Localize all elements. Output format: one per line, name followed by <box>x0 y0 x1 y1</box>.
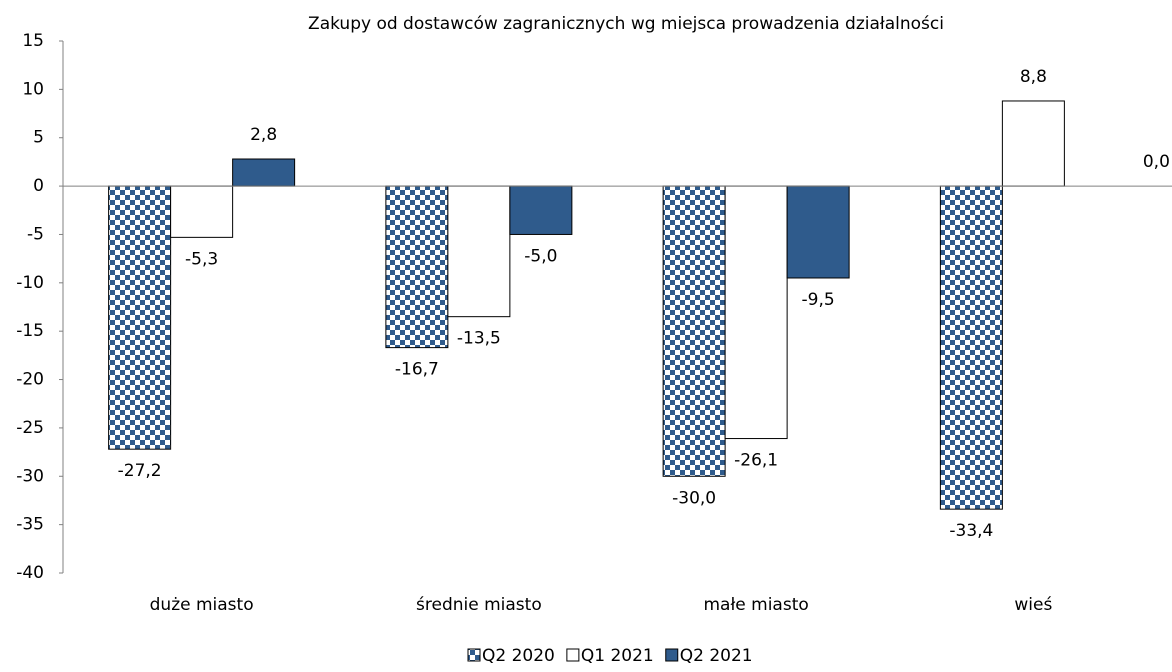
x-tick-label: wieś <box>1014 595 1052 615</box>
legend-label: Q1 2021 <box>581 646 654 666</box>
bar <box>447 185 511 318</box>
x-tick-label: duże miasto <box>150 595 254 615</box>
value-label: -13,5 <box>457 329 501 349</box>
y-tick-label: -35 <box>16 515 44 535</box>
y-tick-label: 5 <box>33 128 44 148</box>
bar <box>509 185 573 235</box>
y-tick-label: 10 <box>22 79 44 99</box>
bar <box>939 185 1003 510</box>
bar <box>724 185 788 440</box>
y-tick-label: 15 <box>22 31 44 51</box>
legend-swatch <box>566 648 580 662</box>
value-label: -30,0 <box>672 488 716 508</box>
legend-swatch <box>467 648 481 662</box>
legend-label: Q2 2020 <box>482 646 555 666</box>
x-tick-label: małe miasto <box>703 595 808 615</box>
x-tick-label: średnie miasto <box>416 595 542 615</box>
y-tick-label: -5 <box>27 224 44 244</box>
bar <box>786 185 850 279</box>
y-tick-label: -25 <box>16 418 44 438</box>
value-label: 8,8 <box>1020 67 1047 87</box>
value-label: -9,5 <box>802 290 835 310</box>
bar <box>1001 100 1065 187</box>
value-label: 2,8 <box>250 125 277 145</box>
y-tick-label: -40 <box>16 563 44 583</box>
y-tick-label: -10 <box>16 273 44 293</box>
bar <box>385 185 449 349</box>
legend-swatch <box>665 648 679 662</box>
value-label: -16,7 <box>395 360 439 380</box>
value-label: -33,4 <box>949 521 993 541</box>
bar <box>108 185 172 450</box>
bar <box>232 158 296 187</box>
y-tick-label: -20 <box>16 370 44 390</box>
value-label: -26,1 <box>734 451 778 471</box>
y-tick-label: -30 <box>16 466 44 486</box>
chart-title: Zakupy od dostawców zagranicznych wg mie… <box>308 14 944 34</box>
legend-label: Q2 2021 <box>680 646 753 666</box>
bar <box>170 185 234 238</box>
bar <box>662 185 726 477</box>
value-label: 0,0 <box>1143 152 1170 172</box>
value-label: -27,2 <box>118 461 162 481</box>
y-tick-label: -15 <box>16 321 44 341</box>
value-label: -5,0 <box>524 246 557 266</box>
value-label: -5,3 <box>185 249 218 269</box>
y-tick-label: 0 <box>33 176 44 196</box>
